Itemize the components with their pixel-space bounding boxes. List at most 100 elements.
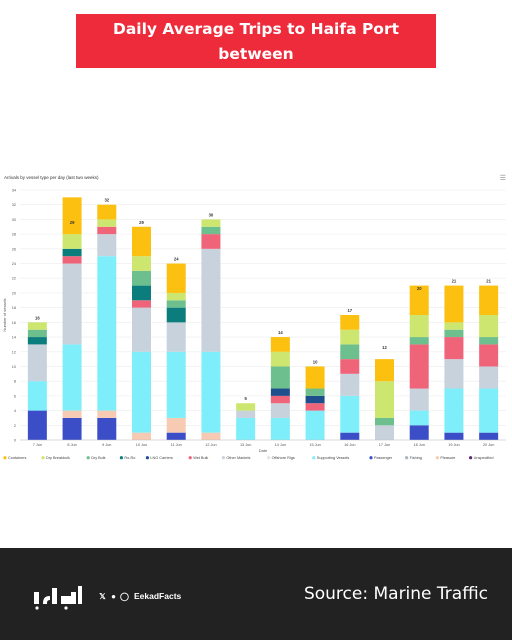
bar-segment [340, 395, 360, 433]
legend-label: Supporting Vessels [317, 456, 350, 460]
title-line-2: June 7 and June 20, 2025 [147, 70, 365, 88]
legend-label: Passenger [374, 456, 393, 460]
bar-segment [132, 226, 151, 257]
bar-segment [479, 366, 499, 389]
bar-segment [444, 322, 464, 330]
bar-segment [201, 248, 221, 352]
bar-segment [305, 395, 325, 404]
bar-segment [444, 329, 464, 338]
bar-segment [132, 300, 151, 308]
bar-segment [444, 285, 464, 323]
bar-segment [409, 315, 429, 338]
bar-total-label: 12 [382, 345, 387, 350]
instagram-icon[interactable]: ◯ [120, 591, 129, 601]
x-tick-label: 14 Jun [275, 443, 286, 447]
bar-segment [270, 337, 290, 352]
legend-label: Pleasure [440, 456, 455, 460]
y-tick-label: 18 [12, 306, 16, 310]
y-tick-label: 6 [14, 394, 16, 398]
bar-total-label: 16 [35, 315, 40, 320]
x-tick-label: 20 Jun [483, 443, 494, 447]
bar-segment [479, 432, 499, 440]
y-tick-label: 24 [12, 262, 16, 266]
bar-segment [97, 234, 117, 257]
legend-label: Containers [8, 456, 26, 460]
bar-segment [97, 219, 117, 227]
legend-label: Ro-Ro [124, 456, 135, 460]
bar-total-label: 10 [313, 359, 318, 364]
legend-swatch [312, 456, 316, 460]
title-banner: Daily Average Trips to Haifa Port betwee… [76, 14, 436, 88]
y-tick-label: 2 [14, 424, 16, 428]
bar-segment [375, 381, 394, 418]
legend-label: Other Markets [226, 456, 250, 460]
bar-total-label: 17 [347, 308, 352, 313]
bar-segment [444, 432, 464, 440]
bar-segment [236, 403, 256, 411]
legend-swatch [405, 456, 409, 460]
facebook-icon[interactable]: ● [111, 591, 116, 601]
bar-segment [201, 234, 221, 249]
bar-segment [409, 388, 429, 411]
x-tick-label: 19 Jun [448, 443, 459, 447]
bar-segment [166, 351, 186, 418]
bar-segment [132, 285, 151, 301]
bar-segment [166, 307, 186, 323]
bar-segment [201, 432, 221, 440]
x-axis-label: Date [259, 448, 268, 453]
x-tick-label: 9 Jun [102, 443, 111, 447]
x-tick-label: 11 Jun [171, 443, 182, 447]
x-tick-label: 7 Jun [33, 443, 42, 447]
bar-segment [62, 410, 82, 418]
bar-segment [97, 204, 117, 220]
bar-segment [166, 263, 186, 293]
bar-segment [270, 388, 290, 396]
bar-segment [201, 219, 221, 227]
bar-segment [479, 285, 499, 315]
bar-segment [62, 263, 82, 345]
y-tick-label: 14 [12, 336, 16, 340]
legend-label: Fishing [410, 456, 422, 460]
x-tick-label: 10 Jun [136, 443, 147, 447]
bar-total-label: 14 [278, 330, 283, 335]
bar-segment [132, 351, 151, 433]
chart-menu-icon[interactable]: ☰ [499, 175, 506, 182]
legend-swatch [221, 456, 225, 460]
bar-total-label: 24 [174, 257, 179, 262]
bar-segment [270, 366, 290, 389]
legend-swatch [145, 456, 149, 460]
bar-segment [97, 226, 117, 235]
x-icon[interactable]: 𝕏 [99, 591, 106, 601]
chart-subtitle: Arrivals by vessel type per day (last tw… [4, 175, 99, 180]
legend-label: Dry Breakbulk [46, 456, 70, 460]
bar-segment [270, 417, 290, 440]
bar-segment [479, 344, 499, 367]
bar-segment [166, 300, 186, 308]
bar-segment [62, 417, 82, 440]
bar-segment [305, 403, 325, 411]
legend-swatch [435, 456, 439, 460]
bar-segment [201, 351, 221, 433]
y-tick-label: 10 [12, 365, 16, 369]
x-tick-label: 15 Jun [309, 443, 320, 447]
legend-swatch [3, 456, 7, 460]
bar-segment [201, 226, 221, 235]
bar-segment [340, 373, 360, 396]
bar-segment [62, 256, 82, 264]
y-tick-label: 20 [12, 291, 16, 295]
bar-segment [444, 388, 464, 433]
y-tick-label: 0 [14, 439, 16, 443]
bar-segment [340, 315, 360, 330]
bar-segment [305, 388, 325, 396]
bar-segment [27, 337, 47, 345]
y-tick-label: 22 [12, 277, 16, 281]
bar-segment [270, 403, 290, 418]
bar-segment [27, 322, 47, 330]
bar-segment [375, 425, 394, 440]
bar-segment [166, 432, 186, 440]
y-tick-label: 12 [12, 350, 16, 354]
bar-segment [375, 417, 394, 426]
title-line-1: Daily Average Trips to Haifa Port betwee… [112, 20, 400, 63]
legend-swatch [267, 456, 271, 460]
